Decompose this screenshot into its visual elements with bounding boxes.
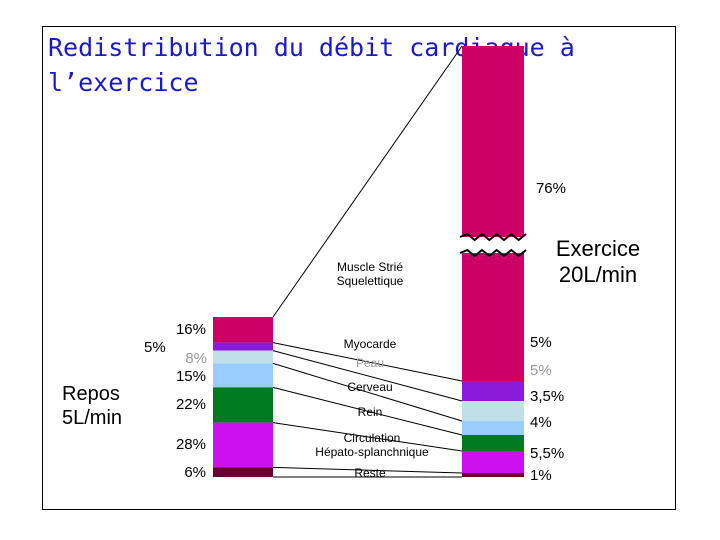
bar-exercice-peau bbox=[462, 401, 524, 421]
bar-repos-myocarde bbox=[213, 342, 273, 351]
connector-line bbox=[272, 342, 463, 382]
repos-value-label-reste: 6% bbox=[184, 464, 206, 481]
exercice-value-label-circulation-hepato-splanchnique: 5,5% bbox=[530, 445, 564, 462]
axis-break-gap bbox=[460, 237, 526, 253]
connector-line bbox=[272, 45, 463, 318]
bar-repos-cerveau bbox=[213, 363, 273, 388]
repos-value-label-rein: 22% bbox=[176, 396, 206, 413]
bar-exercice-reste bbox=[462, 473, 524, 477]
category-label-myocarde: Myocarde bbox=[344, 337, 397, 351]
category-label-muscle-strie-squelettique: Muscle Strié Squelettique bbox=[337, 260, 404, 288]
exercice-value-label-peau: 5% bbox=[530, 362, 552, 379]
repos-value-label-circulation-hepato-splanchnique: 28% bbox=[176, 436, 206, 453]
exercice-value-label-muscle-strie-squelettique: 76% bbox=[536, 180, 566, 197]
connector-line bbox=[272, 386, 463, 436]
bar-exercice-myocarde bbox=[462, 381, 524, 401]
bar-repos-circulation-hepato-splanchnique bbox=[213, 422, 273, 468]
bar-exercice-muscle-strie-squelettique bbox=[462, 46, 524, 381]
exercice-value-label-myocarde: 5% bbox=[530, 334, 552, 351]
connector-line bbox=[272, 350, 463, 402]
category-label-circulation-hepato-splanchnique: Circulation Hépato-splanchnique bbox=[315, 431, 429, 459]
series-label-exercice: Exercice 20L/min bbox=[556, 236, 640, 287]
repos-value-label-peau: 8% bbox=[185, 350, 207, 367]
chart-frame bbox=[42, 26, 676, 510]
repos-value-label-myocarde: 5% bbox=[144, 339, 166, 356]
bar-repos-muscle-strie-squelettique bbox=[213, 317, 273, 343]
bar-exercice-rein bbox=[462, 435, 524, 451]
bar-repos-peau bbox=[213, 350, 273, 364]
axis-break-line-bottom bbox=[459, 248, 527, 258]
category-label-cerveau: Cerveau bbox=[347, 380, 392, 394]
connector-line bbox=[272, 362, 463, 422]
repos-value-label-muscle-strie-squelettique: 16% bbox=[176, 321, 206, 338]
category-label-rein: Rein bbox=[358, 405, 383, 419]
axis-break-line-top bbox=[459, 232, 527, 242]
exercice-value-label-reste: 1% bbox=[530, 467, 552, 484]
series-label-repos: Repos 5L/min bbox=[62, 383, 122, 429]
category-label-peau: Peau bbox=[356, 356, 384, 370]
exercice-value-label-cerveau: 3,5% bbox=[530, 388, 564, 405]
bar-repos-reste bbox=[213, 467, 273, 477]
bar-exercice-circulation-hepato-splanchnique bbox=[462, 451, 524, 473]
bar-repos-rein bbox=[213, 387, 273, 423]
bar-exercice-cerveau bbox=[462, 421, 524, 435]
connector-line bbox=[272, 422, 463, 452]
repos-value-label-cerveau: 15% bbox=[176, 368, 206, 385]
exercice-value-label-rein: 4% bbox=[530, 414, 552, 431]
category-label-reste: Reste bbox=[354, 466, 386, 480]
connector-line bbox=[272, 466, 463, 474]
